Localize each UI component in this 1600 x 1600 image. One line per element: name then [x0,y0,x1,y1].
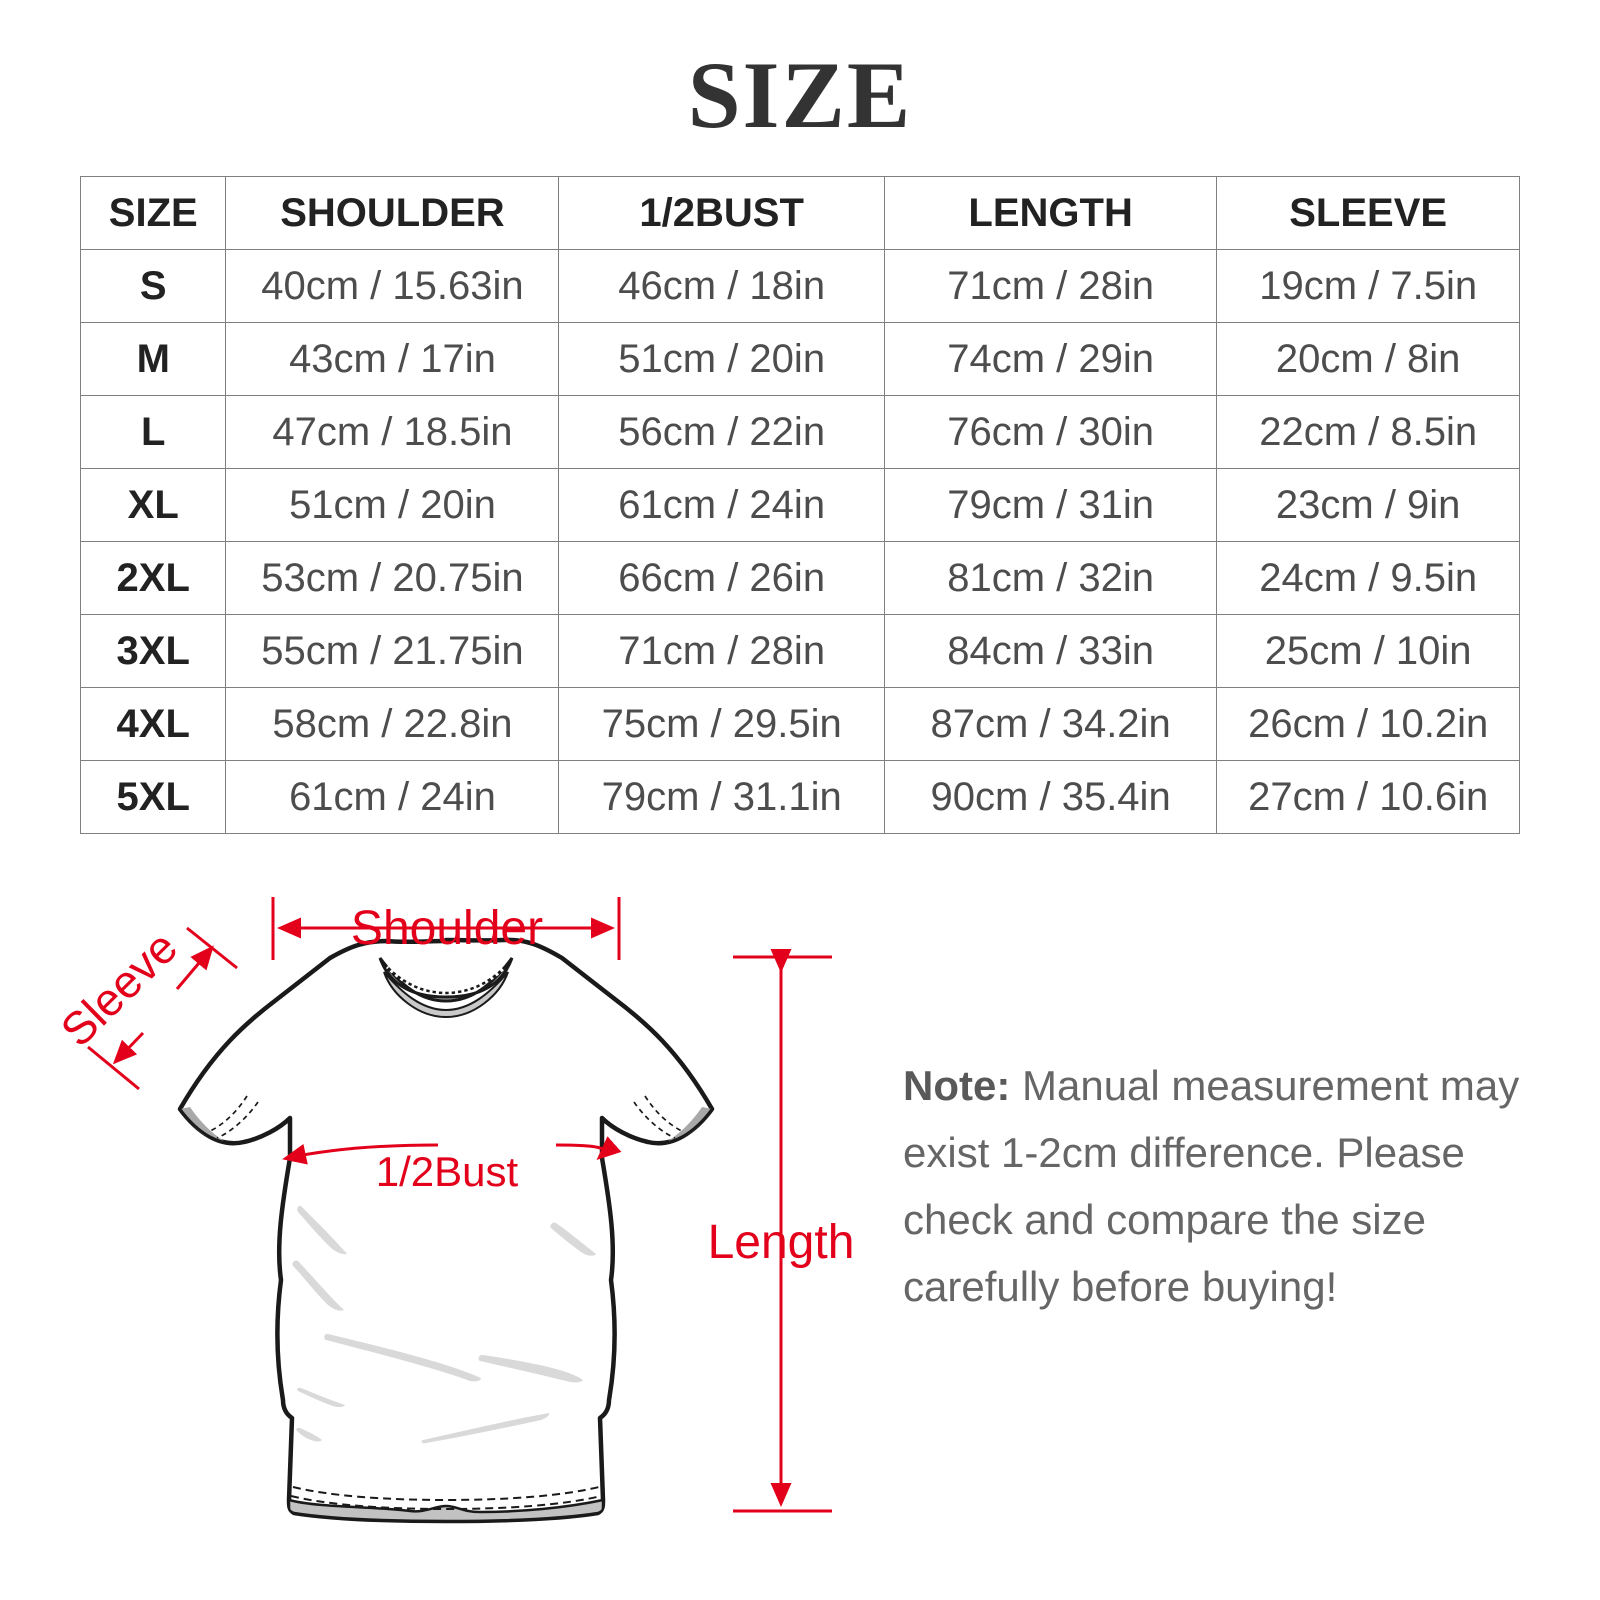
svg-text:Shoulder: Shoulder [351,902,543,955]
svg-text:1/2Bust: 1/2Bust [376,1148,519,1195]
svg-text:Sleeve: Sleeve [50,921,187,1057]
svg-text:Length: Length [708,1216,855,1269]
